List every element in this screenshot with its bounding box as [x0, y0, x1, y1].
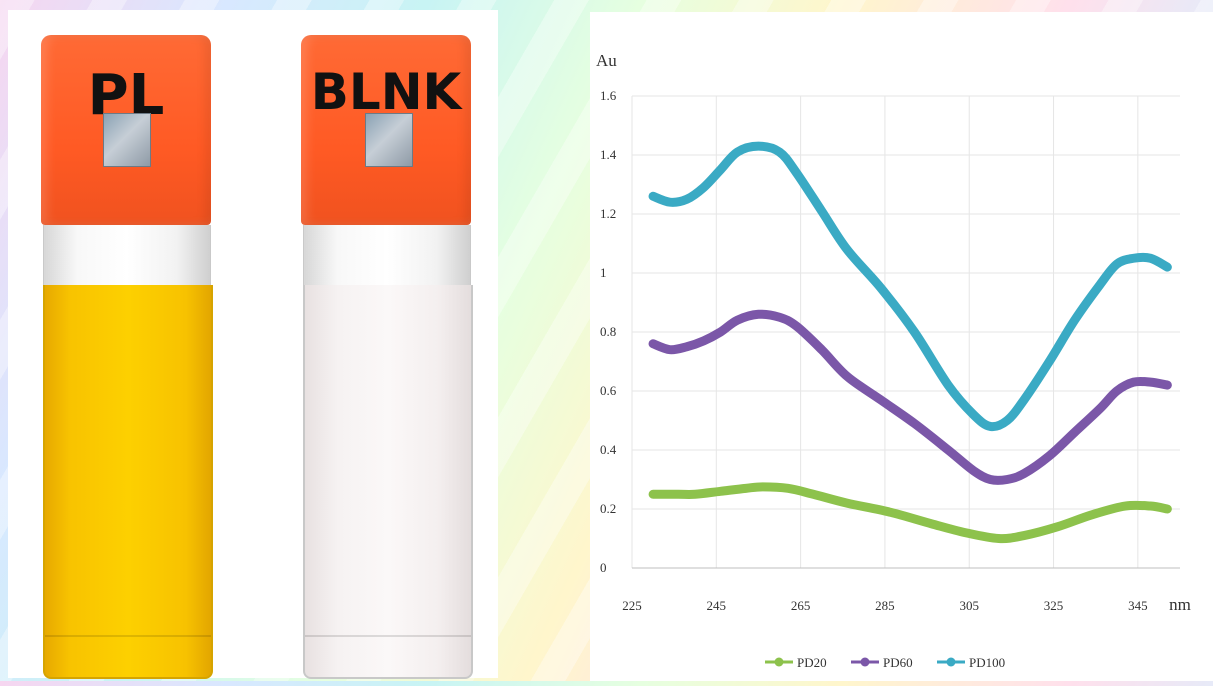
vial-blnk: BLNK	[301, 35, 473, 680]
absorbance-chart: 0 0.2 0.4 0.6 0.8 1 1.2 1.4 1.6 225 245 265 285 305 32…	[596, 51, 1191, 670]
series-line-pd60	[648, 309, 1172, 485]
y-tick-label: 0.2	[600, 501, 616, 516]
vial-blnk-base	[305, 635, 471, 677]
x-tick-label: 305	[959, 598, 979, 613]
x-tick-label: 345	[1128, 598, 1148, 613]
vial-pl: PL	[41, 35, 213, 680]
x-axis-title: nm	[1169, 595, 1191, 614]
vial-pl-liquid	[43, 285, 213, 679]
chart-series	[648, 141, 1172, 544]
x-tick-label: 285	[875, 598, 895, 613]
chart-panel: 0 0.2 0.4 0.6 0.8 1 1.2 1.4 1.6 225 245 265 285 305 32…	[590, 12, 1213, 681]
x-tick-label: 245	[707, 598, 727, 613]
vial-pl-base	[45, 635, 211, 677]
y-axis-title: Au	[596, 51, 617, 70]
chart-legend: PD20 PD60 PD100	[765, 655, 1005, 670]
legend-label-pd20: PD20	[797, 655, 827, 670]
legend-marker-pd60	[860, 657, 870, 667]
vial-pl-cap: PL	[41, 35, 211, 225]
legend-marker-pd100	[946, 657, 956, 667]
y-tick-label: 1.6	[600, 88, 617, 103]
legend-marker-pd20	[774, 657, 784, 667]
vial-photo-panel: PL BLNK	[8, 10, 498, 680]
vial-blnk-neck	[303, 225, 471, 285]
x-tick-label: 225	[622, 598, 642, 613]
vial-pl-neck	[43, 225, 211, 285]
y-tick-label: 1.2	[600, 206, 616, 221]
vial-pl-logo-icon	[103, 113, 151, 167]
vial-blnk-liquid	[303, 285, 473, 679]
y-tick-label: 0.6	[600, 383, 617, 398]
x-tick-label: 265	[791, 598, 811, 613]
y-tick-label: 0	[600, 560, 607, 575]
y-tick-label: 1	[600, 265, 607, 280]
y-tick-label: 1.4	[600, 147, 617, 162]
y-tick-label: 0.4	[600, 442, 617, 457]
legend-label-pd60: PD60	[883, 655, 913, 670]
y-tick-label: 0.8	[600, 324, 616, 339]
x-tick-label: 325	[1044, 598, 1064, 613]
vial-blnk-cap: BLNK	[301, 35, 471, 225]
vial-blnk-logo-icon	[365, 113, 413, 167]
series-line-pd100	[648, 141, 1172, 432]
vial-blnk-label: BLNK	[310, 63, 462, 121]
series-line-pd20	[648, 482, 1172, 544]
legend-label-pd100: PD100	[969, 655, 1005, 670]
chart-grid	[631, 95, 1180, 568]
chart-labels: 0 0.2 0.4 0.6 0.8 1 1.2 1.4 1.6 225 245 265 285 305 32…	[596, 51, 1191, 614]
